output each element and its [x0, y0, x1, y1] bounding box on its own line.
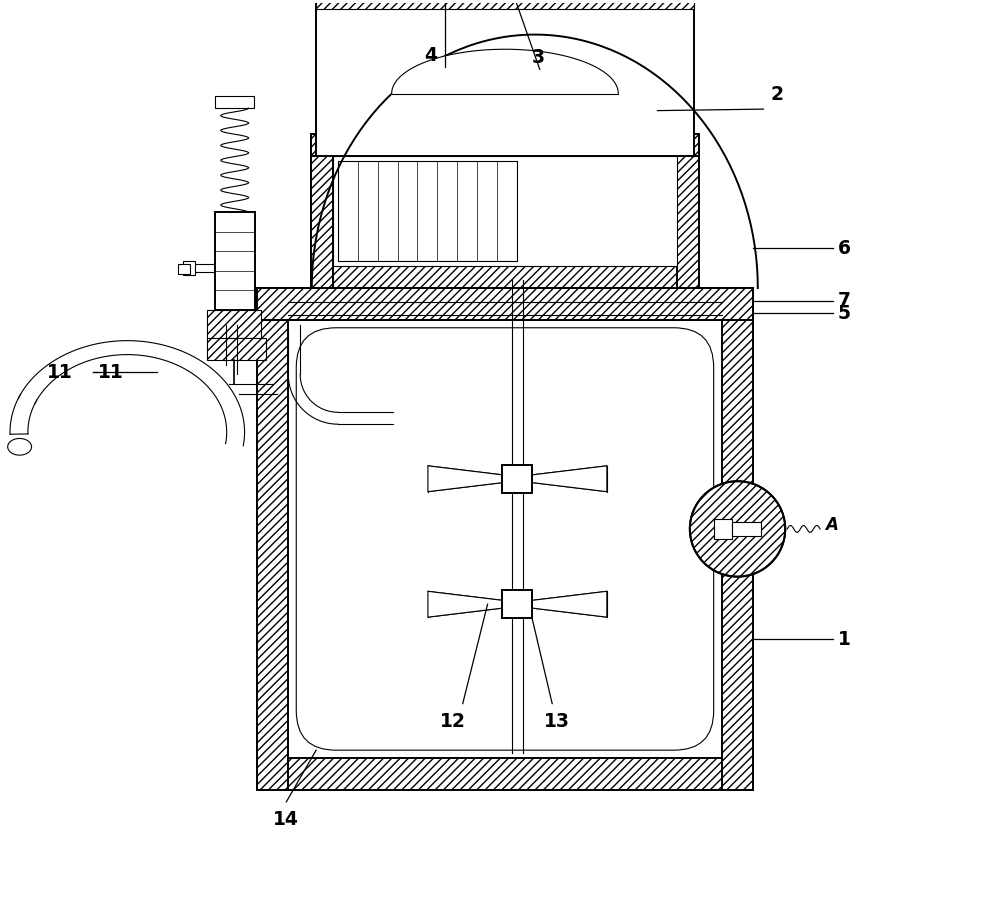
Polygon shape [428, 591, 502, 617]
Bar [311, 134, 333, 288]
Text: 5: 5 [838, 304, 851, 323]
Text: 11: 11 [47, 363, 73, 382]
Text: A: A [825, 516, 838, 534]
Bar [183, 261, 195, 275]
Text: 11: 11 [97, 363, 123, 382]
Bar [257, 288, 753, 320]
Text: 7: 7 [838, 291, 851, 310]
Text: 1: 1 [838, 629, 851, 649]
Bar [316, 0, 694, 156]
Bar [316, 0, 694, 9]
Bar [311, 134, 699, 156]
Bar [257, 288, 753, 790]
Text: 13: 13 [544, 712, 570, 730]
Bar [677, 134, 699, 288]
Bar [338, 161, 517, 261]
Bar [257, 758, 753, 790]
Text: 4: 4 [424, 46, 437, 65]
Bar [502, 464, 532, 493]
Bar [207, 337, 266, 359]
Text: 3: 3 [531, 48, 544, 67]
Bar [732, 522, 761, 536]
Bar [257, 288, 288, 790]
Polygon shape [8, 438, 32, 455]
FancyBboxPatch shape [296, 327, 714, 750]
Bar [207, 310, 261, 337]
Text: 6: 6 [838, 239, 851, 258]
Bar [178, 264, 190, 274]
Text: 2: 2 [770, 85, 783, 104]
Bar [333, 156, 677, 266]
Bar [311, 266, 699, 288]
Bar [714, 519, 732, 539]
Bar [215, 212, 255, 310]
Bar [722, 288, 753, 790]
Bar [502, 590, 532, 619]
Bar [257, 288, 753, 320]
Bar [215, 96, 254, 108]
Text: 14: 14 [273, 810, 299, 829]
Polygon shape [532, 466, 607, 492]
Wedge shape [690, 482, 785, 577]
Text: 12: 12 [440, 712, 466, 730]
Bar [311, 134, 699, 288]
Polygon shape [532, 591, 607, 617]
Polygon shape [428, 466, 502, 492]
